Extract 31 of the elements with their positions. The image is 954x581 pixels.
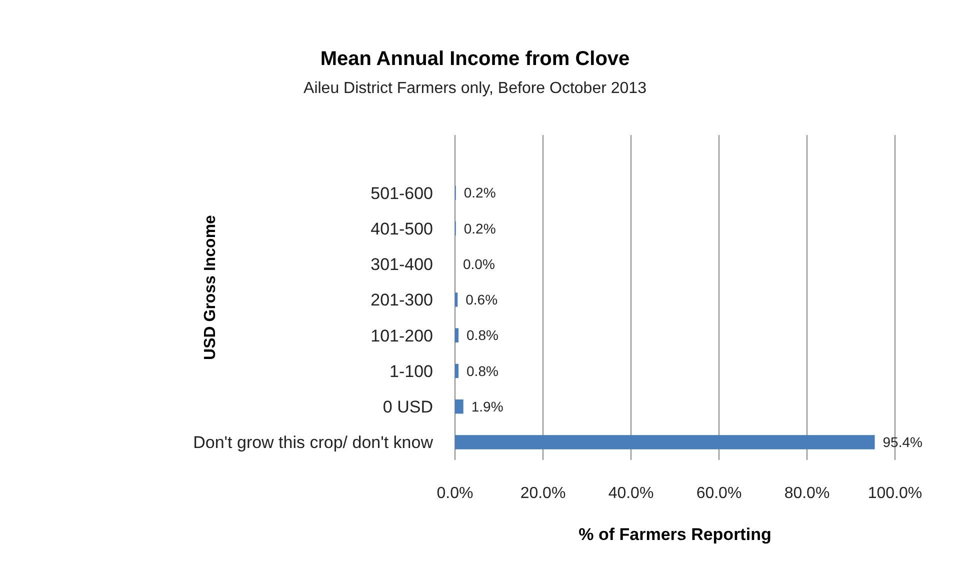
data-label: 0.8%: [466, 327, 498, 344]
chart-subtitle: Aileu District Farmers only, Before October 2013: [304, 80, 647, 97]
y-tick-label: 401-500: [370, 219, 433, 238]
bar: [455, 435, 875, 450]
y-tick-label: 1-100: [390, 362, 433, 381]
chart-title: Mean Annual Income from Clove: [320, 48, 630, 70]
data-label: 0.2%: [464, 184, 496, 201]
x-tick-label: 100.0%: [868, 485, 922, 502]
y-tick-label: Don't grow this crop/ don't know: [193, 433, 434, 452]
bar: [455, 399, 464, 414]
bar: [455, 364, 459, 378]
data-label: 95.4%: [882, 434, 922, 450]
data-label: 0.2%: [464, 220, 496, 236]
x-tick-label: 0.0%: [436, 485, 474, 502]
y-tick-label: 101-200: [370, 326, 433, 346]
x-tick-label: 80.0%: [784, 485, 830, 502]
x-axis-title: % of Farmers Reporting: [578, 525, 772, 544]
y-tick-label: 201-300: [370, 290, 433, 310]
x-tick-label: 20.0%: [520, 485, 566, 502]
bar: [455, 328, 459, 342]
bar: [455, 292, 458, 307]
x-tick-label: 40.0%: [608, 485, 654, 502]
y-tick-label: 0 USD: [382, 398, 433, 417]
data-label: 0.8%: [466, 362, 498, 379]
data-label: 0.0%: [463, 256, 495, 272]
data-label: 1.9%: [471, 398, 504, 414]
y-axis-title: USD Gross Income: [202, 214, 219, 360]
y-tick-label: 301-400: [370, 255, 433, 274]
x-tick-label: 60.0%: [696, 485, 742, 502]
data-label: 0.6%: [466, 292, 498, 308]
y-tick-label: 501-600: [370, 184, 433, 203]
